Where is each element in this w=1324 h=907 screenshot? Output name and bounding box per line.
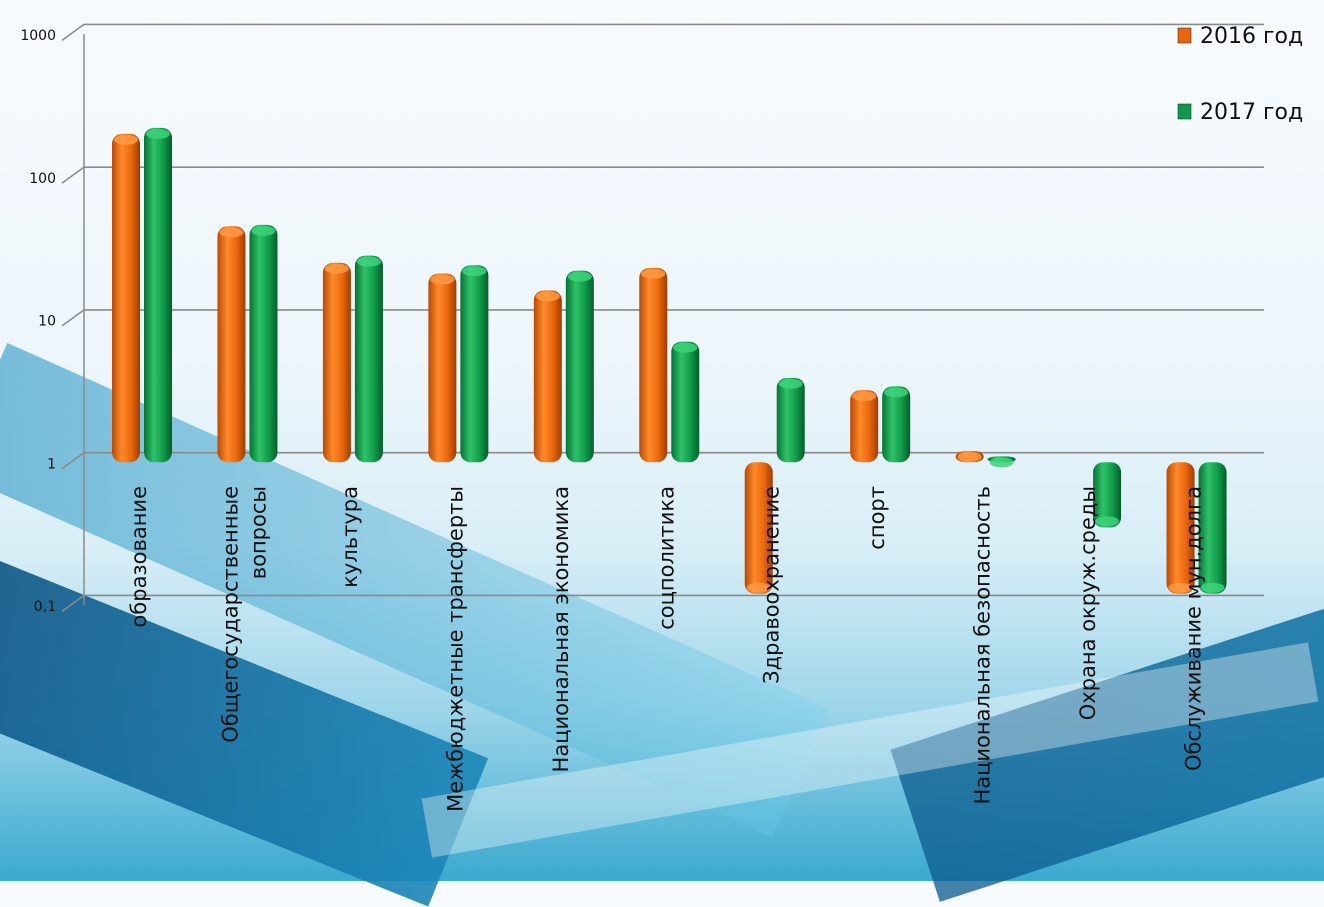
bar-cap bbox=[957, 451, 982, 462]
bar-cap bbox=[884, 387, 909, 398]
legend-swatch bbox=[1177, 27, 1192, 44]
bar-cap bbox=[852, 391, 877, 402]
category-label: образование bbox=[127, 486, 151, 628]
bar-body bbox=[1093, 462, 1122, 528]
bar-cap bbox=[430, 274, 455, 285]
bar-cap bbox=[778, 378, 803, 389]
bar bbox=[639, 267, 668, 463]
bar-body bbox=[322, 262, 351, 463]
bar-body bbox=[882, 386, 911, 463]
bar bbox=[882, 386, 911, 463]
gridline bbox=[61, 594, 1264, 613]
bar-cap bbox=[462, 266, 487, 277]
bar-cap bbox=[535, 291, 560, 302]
bar bbox=[850, 390, 879, 463]
category-label: Здравоохранение bbox=[760, 486, 784, 684]
bar-body bbox=[744, 462, 773, 594]
category-labels: образование Общегосударственные вопросы кул… bbox=[127, 486, 1206, 812]
bar-cap bbox=[1095, 516, 1120, 527]
bar bbox=[565, 270, 594, 463]
bar bbox=[955, 450, 984, 463]
bar-cap bbox=[1168, 582, 1193, 593]
gridlines bbox=[61, 23, 1264, 613]
bar bbox=[217, 226, 246, 463]
bar-body bbox=[533, 290, 562, 463]
category-label: Межбюджетные трансферты bbox=[443, 486, 467, 812]
bar-body bbox=[1166, 462, 1195, 594]
category-label: Национальная экономика bbox=[549, 486, 573, 772]
bar bbox=[776, 377, 805, 463]
bar bbox=[744, 462, 773, 594]
bars bbox=[112, 127, 1227, 594]
bar-body bbox=[1198, 462, 1227, 594]
bar bbox=[112, 133, 140, 463]
bar bbox=[1093, 462, 1122, 528]
bar-body bbox=[217, 226, 246, 463]
bar-body bbox=[144, 127, 172, 463]
bar bbox=[533, 290, 562, 463]
legend: 2016 год 2017 год bbox=[1177, 24, 1303, 125]
category-label: Национальная безопасность bbox=[971, 486, 995, 805]
legend-label: 2017 год bbox=[1200, 100, 1303, 125]
bar bbox=[249, 224, 278, 463]
category-label: Обслуживание мун.долга bbox=[1182, 486, 1206, 771]
y-tick-label: 1000 bbox=[20, 28, 56, 44]
bar-body bbox=[776, 377, 805, 463]
category-label: Общегосударственные bbox=[218, 486, 242, 743]
bar bbox=[671, 341, 700, 463]
bar bbox=[354, 255, 383, 463]
legend-label: 2016 год bbox=[1200, 24, 1303, 49]
bar-chart: 0,1 1 10 100 1000 образование Общегосударстве… bbox=[20, 23, 1303, 812]
bar-cap bbox=[251, 225, 276, 236]
category-label: культура bbox=[338, 486, 362, 588]
legend-swatch bbox=[1177, 103, 1192, 120]
bar-cap bbox=[1200, 582, 1225, 593]
y-tick-label: 1 bbox=[47, 456, 56, 472]
gridline bbox=[61, 166, 1264, 184]
bar-body bbox=[639, 267, 668, 463]
bar bbox=[460, 265, 489, 463]
bar bbox=[322, 262, 351, 463]
bar-cap bbox=[324, 263, 349, 274]
y-tick-label: 100 bbox=[29, 171, 56, 187]
category-label: вопросы bbox=[246, 486, 270, 579]
bar-cap bbox=[114, 134, 138, 145]
bar-cap bbox=[567, 271, 592, 282]
bar-body bbox=[565, 270, 594, 463]
bar-cap bbox=[989, 457, 1014, 468]
category-label: соцполитика bbox=[654, 486, 678, 630]
bar-body bbox=[428, 273, 457, 463]
bar-body bbox=[850, 390, 879, 463]
bar-body bbox=[249, 224, 278, 463]
bar bbox=[987, 456, 1016, 468]
y-tick-label: 10 bbox=[38, 314, 56, 330]
bar-cap bbox=[641, 268, 666, 279]
category-label: спорт bbox=[865, 486, 889, 550]
bar-cap bbox=[673, 342, 698, 353]
gridline bbox=[61, 23, 1264, 42]
gridline bbox=[61, 309, 1264, 327]
bar-body bbox=[671, 341, 700, 463]
bar-cap bbox=[356, 256, 381, 267]
bar-cap bbox=[146, 128, 170, 139]
bar-body bbox=[460, 265, 489, 463]
bar bbox=[1198, 462, 1227, 594]
bar-cap bbox=[219, 227, 244, 238]
y-axis-ticks: 0,1 1 10 100 1000 bbox=[20, 28, 56, 615]
bar-cap bbox=[746, 582, 771, 593]
category-label: Охрана окруж.среды bbox=[1076, 486, 1100, 720]
bar bbox=[1166, 462, 1195, 594]
bar bbox=[428, 273, 457, 463]
y-tick-label: 0,1 bbox=[34, 599, 56, 615]
bar-body bbox=[354, 255, 383, 463]
bar-body bbox=[112, 133, 140, 463]
bar bbox=[144, 127, 172, 463]
